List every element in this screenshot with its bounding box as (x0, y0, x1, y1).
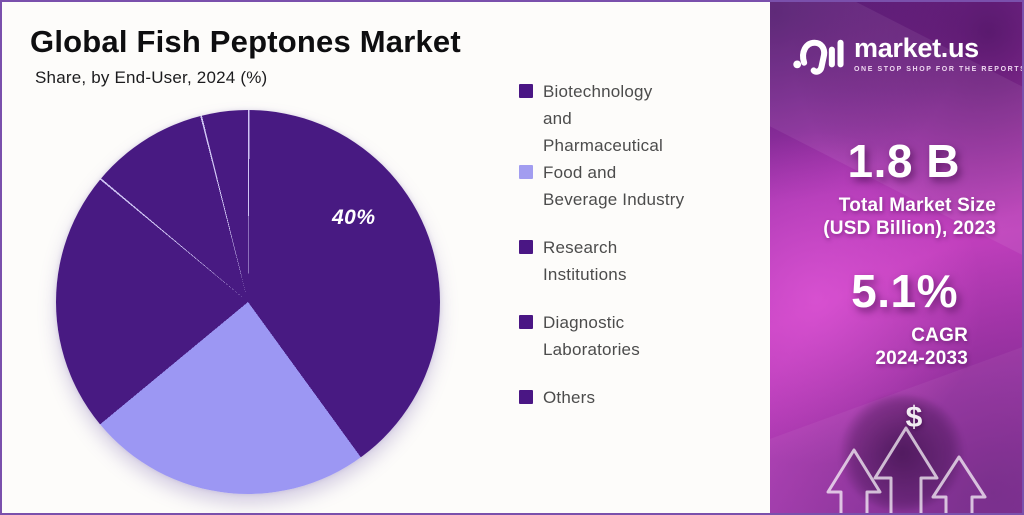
legend-label: Research Institutions (543, 238, 627, 284)
brand-logo: market.us ONE STOP SHOP FOR THE REPORTS (792, 30, 1024, 78)
pie-slice-label: 40% (332, 206, 376, 229)
legend-item: Others (519, 384, 744, 411)
brand-tagline: ONE STOP SHOP FOR THE REPORTS (854, 66, 1024, 73)
logo-mark-icon (793, 39, 844, 75)
growth-arrows-icon (826, 426, 987, 513)
legend-item: Diagnostic Laboratories (519, 309, 744, 363)
legend-item: Research Institutions (519, 234, 744, 288)
legend: Biotechnology and Pharmaceutical Food an… (519, 78, 744, 411)
legend-item: Biotechnology and Pharmaceutical (519, 78, 744, 159)
legend-label: Biotechnology and Pharmaceutical (543, 82, 663, 155)
brand-panel: market.us ONE STOP SHOP FOR THE REPORTS … (770, 2, 1024, 513)
legend-swatch-icon (519, 390, 533, 404)
stat-total-market-size: 1.8 B Total Market Size (USD Billion), 2… (770, 135, 1022, 240)
legend-swatch-icon (519, 165, 533, 179)
page-title: Global Fish Peptones Market (30, 24, 461, 59)
legend-swatch-icon (519, 240, 533, 254)
pie-chart: 40% (56, 110, 440, 494)
lens-circle-decoration (840, 395, 964, 511)
legend-swatch-icon (519, 315, 533, 329)
stat-cagr: 5.1% CAGR 2024-2033 (770, 265, 1022, 370)
legend-label: Others (543, 388, 596, 407)
dollar-symbol: $ (905, 401, 923, 434)
stat-value: 1.8 B (847, 135, 960, 187)
legend-swatch-icon (519, 84, 533, 98)
page-subtitle: Share, by End-User, 2024 (%) (35, 68, 268, 87)
stat-caption: CAGR 2024-2033 (875, 325, 968, 369)
legend-label: Food and Beverage Industry (543, 163, 685, 209)
legend-label: Diagnostic Laboratories (543, 313, 640, 359)
stat-value: 5.1% (851, 265, 958, 317)
legend-item: Food and Beverage Industry (519, 159, 744, 213)
chart-area: Global Fish Peptones Market Share, by En… (2, 2, 770, 513)
brand-name: market.us (854, 33, 979, 63)
stat-caption: Total Market Size (USD Billion), 2023 (823, 195, 996, 239)
